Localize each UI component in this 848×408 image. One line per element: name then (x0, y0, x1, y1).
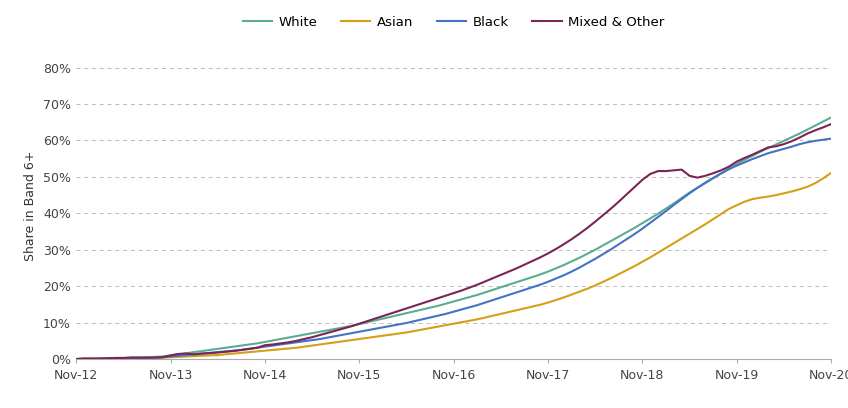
White (268, 338, 278, 343)
White (95, 356, 105, 361)
Mixed & Other (268, 342, 278, 347)
White (126, 355, 137, 360)
Mixed & Other (504, 269, 514, 274)
Asian (504, 310, 514, 315)
Asian (449, 321, 459, 326)
Line: Black: Black (76, 139, 831, 359)
Mixed & Other (95, 356, 105, 361)
Mixed & Other (826, 122, 836, 126)
White (449, 299, 459, 304)
Asian (126, 355, 137, 360)
Legend: White, Asian, Black, Mixed & Other: White, Asian, Black, Mixed & Other (237, 11, 670, 34)
White (826, 115, 836, 120)
Black (504, 293, 514, 297)
Black (71, 357, 81, 361)
Black (126, 355, 137, 360)
Y-axis label: Share in Band 6+: Share in Band 6+ (25, 151, 37, 261)
Line: Asian: Asian (76, 173, 831, 359)
Mixed & Other (653, 169, 663, 173)
White (653, 211, 663, 216)
Mixed & Other (449, 290, 459, 295)
Black (653, 215, 663, 220)
Mixed & Other (126, 355, 137, 360)
Black (826, 136, 836, 141)
Black (95, 356, 105, 361)
Asian (268, 348, 278, 353)
Line: White: White (76, 118, 831, 359)
Asian (653, 250, 663, 255)
Black (449, 309, 459, 314)
Asian (71, 357, 81, 361)
White (71, 357, 81, 361)
Asian (826, 171, 836, 175)
White (504, 282, 514, 287)
Mixed & Other (71, 357, 81, 361)
Asian (95, 356, 105, 361)
Black (268, 343, 278, 348)
Line: Mixed & Other: Mixed & Other (76, 124, 831, 359)
